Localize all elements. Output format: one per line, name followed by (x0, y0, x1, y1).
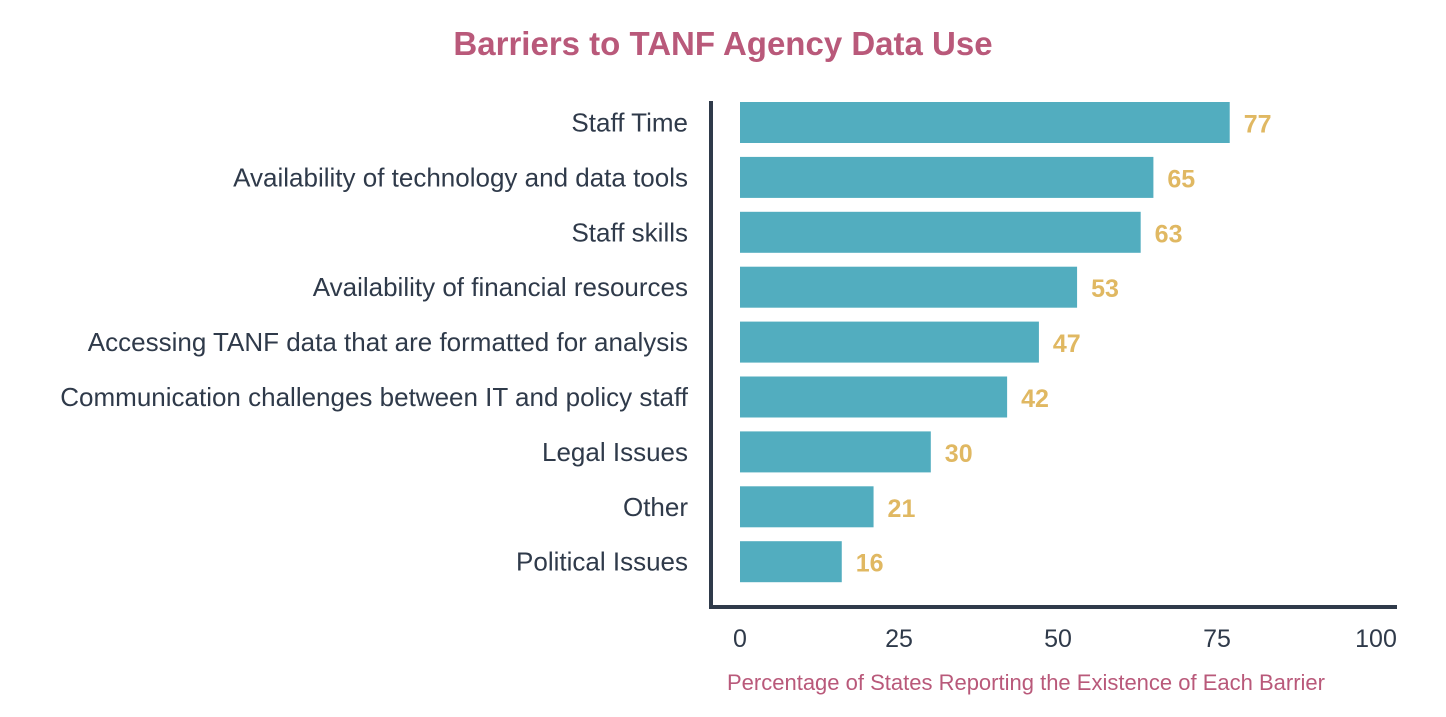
value-label: 53 (1091, 275, 1119, 303)
bar (740, 486, 874, 528)
category-label: Availability of technology and data tool… (233, 162, 688, 192)
x-tick-labels: 0 25 50 75 100 (733, 625, 1397, 653)
x-tick-label: 75 (1203, 625, 1231, 653)
bar (740, 431, 931, 473)
bars-layer (740, 102, 1230, 583)
x-tick-label: 50 (1044, 625, 1072, 653)
category-label: Staff skills (571, 217, 688, 247)
bar (740, 321, 1039, 363)
category-label: Availability of financial resources (313, 272, 688, 302)
x-axis-title: Percentage of States Reporting the Exist… (727, 670, 1325, 695)
chart-title: Barriers to TANF Agency Data Use (453, 25, 992, 62)
value-label: 63 (1155, 220, 1183, 248)
category-label: Legal Issues (542, 437, 688, 467)
bar (740, 211, 1141, 253)
value-label: 47 (1053, 330, 1081, 358)
value-label: 30 (945, 440, 973, 468)
bar (740, 376, 1008, 418)
value-label: 65 (1167, 165, 1195, 193)
value-label: 16 (856, 550, 884, 578)
x-tick-label: 25 (885, 625, 913, 653)
bar (740, 541, 842, 583)
category-labels: Staff Time Availability of technology and… (60, 108, 689, 577)
category-label: Communication challenges between IT and … (60, 382, 689, 412)
bar (740, 266, 1078, 308)
value-label: 77 (1244, 111, 1272, 139)
category-label: Staff Time (571, 108, 688, 138)
value-label: 21 (888, 495, 916, 523)
value-label: 42 (1021, 385, 1049, 413)
bar (740, 156, 1154, 198)
bar (740, 102, 1230, 143)
x-tick-label: 100 (1355, 625, 1397, 653)
category-label: Other (623, 492, 688, 522)
x-tick-label: 0 (733, 625, 747, 653)
category-label: Political Issues (516, 547, 688, 577)
category-label: Accessing TANF data that are formatted f… (88, 327, 688, 357)
